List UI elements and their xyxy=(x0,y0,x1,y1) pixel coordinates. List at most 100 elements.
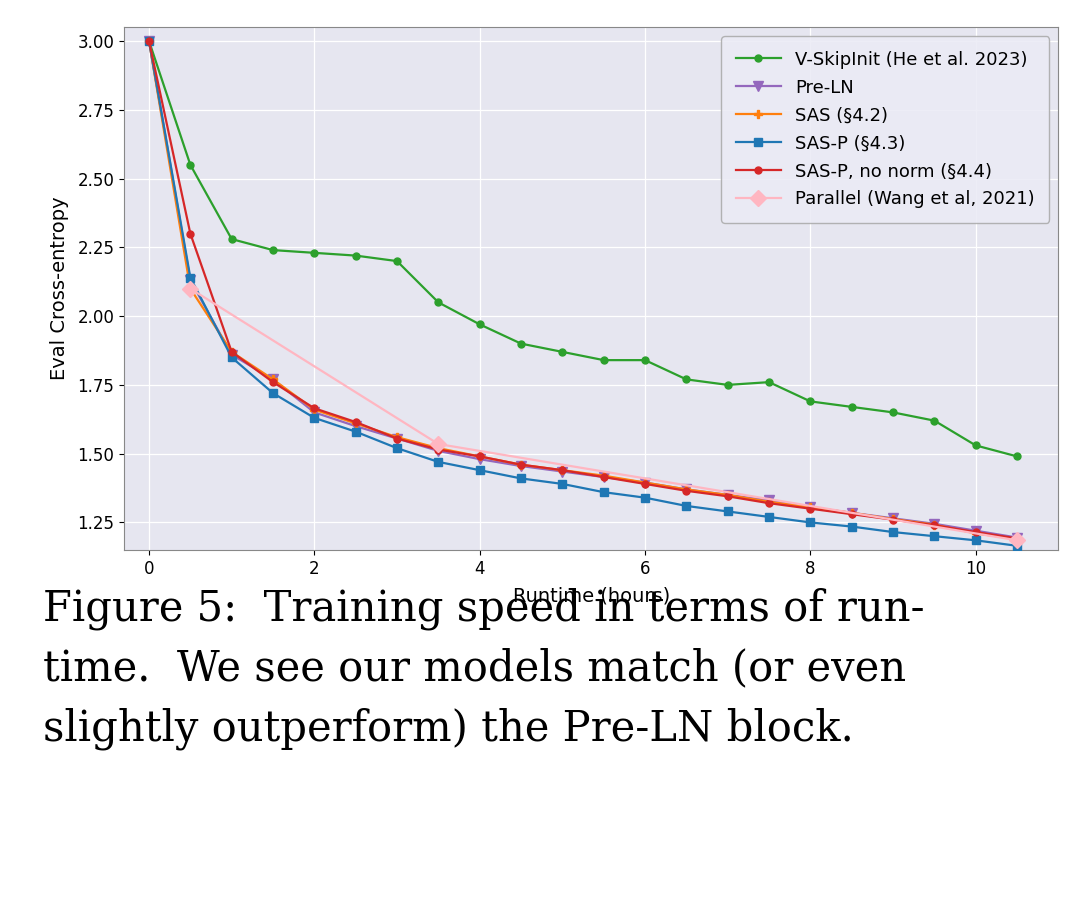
SAS-P, no norm (§4.4) xyxy=(846,509,859,520)
SAS-P, no norm (§4.4) xyxy=(721,491,734,502)
SAS-P (§4.3) xyxy=(349,426,362,437)
SAS-P (§4.3) xyxy=(887,526,900,537)
Line: SAS (§4.2): SAS (§4.2) xyxy=(145,37,1022,543)
SAS (§4.2) xyxy=(143,35,156,46)
SAS-P (§4.3) xyxy=(514,473,527,484)
SAS-P (§4.3) xyxy=(721,506,734,517)
SAS-P, no norm (§4.4) xyxy=(391,433,404,444)
SAS (§4.2) xyxy=(928,519,941,530)
SAS-P (§4.3) xyxy=(1011,540,1024,551)
SAS-P (§4.3) xyxy=(928,531,941,542)
V-SkipInit (He et al. 2023) xyxy=(804,396,816,407)
Line: Parallel (Wang et al, 2021): Parallel (Wang et al, 2021) xyxy=(185,283,1023,546)
SAS (§4.2) xyxy=(887,514,900,524)
SAS-P, no norm (§4.4) xyxy=(267,376,280,387)
SAS (§4.2) xyxy=(308,405,321,415)
SAS (§4.2) xyxy=(638,477,651,488)
V-SkipInit (He et al. 2023) xyxy=(349,250,362,261)
SAS (§4.2) xyxy=(391,432,404,443)
SAS-P (§4.3) xyxy=(680,501,693,512)
SAS-P, no norm (§4.4) xyxy=(473,451,486,462)
Pre-LN xyxy=(556,466,569,477)
Line: Pre-LN: Pre-LN xyxy=(144,36,1022,543)
Pre-LN xyxy=(762,495,775,506)
Line: SAS-P (§4.3): SAS-P (§4.3) xyxy=(145,37,1022,550)
SAS-P, no norm (§4.4) xyxy=(432,445,445,455)
SAS (§4.2) xyxy=(556,464,569,475)
SAS-P (§4.3) xyxy=(391,443,404,454)
SAS-P (§4.3) xyxy=(969,534,982,545)
V-SkipInit (He et al. 2023) xyxy=(969,440,982,451)
SAS (§4.2) xyxy=(267,374,280,385)
Pre-LN xyxy=(349,421,362,432)
V-SkipInit (He et al. 2023) xyxy=(556,346,569,357)
V-SkipInit (He et al. 2023) xyxy=(514,338,527,349)
Pre-LN xyxy=(721,489,734,500)
Pre-LN xyxy=(184,275,197,285)
V-SkipInit (He et al. 2023) xyxy=(597,355,610,365)
SAS-P (§4.3) xyxy=(762,512,775,523)
SAS-P (§4.3) xyxy=(226,352,239,363)
SAS (§4.2) xyxy=(514,459,527,470)
SAS-P, no norm (§4.4) xyxy=(514,459,527,470)
SAS-P, no norm (§4.4) xyxy=(143,35,156,46)
V-SkipInit (He et al. 2023) xyxy=(391,255,404,266)
V-SkipInit (He et al. 2023) xyxy=(267,245,280,255)
Pre-LN xyxy=(846,507,859,518)
SAS (§4.2) xyxy=(349,418,362,429)
SAS (§4.2) xyxy=(473,451,486,462)
V-SkipInit (He et al. 2023) xyxy=(721,379,734,390)
Text: Figure 5:  Training speed in terms of run-
time.  We see our models match (or ev: Figure 5: Training speed in terms of run… xyxy=(43,587,924,750)
Legend: V-SkipInit (He et al. 2023), Pre-LN, SAS (§4.2), SAS-P (§4.3), SAS-P, no norm (§: V-SkipInit (He et al. 2023), Pre-LN, SAS… xyxy=(721,36,1050,223)
Pre-LN xyxy=(432,445,445,456)
Pre-LN xyxy=(226,349,239,360)
SAS-P (§4.3) xyxy=(597,486,610,497)
SAS (§4.2) xyxy=(721,489,734,500)
SAS-P (§4.3) xyxy=(308,413,321,424)
SAS-P, no norm (§4.4) xyxy=(887,514,900,525)
SAS-P, no norm (§4.4) xyxy=(969,526,982,537)
SAS-P (§4.3) xyxy=(804,517,816,528)
Pre-LN xyxy=(638,477,651,488)
Parallel (Wang et al, 2021) xyxy=(1011,534,1024,545)
Pre-LN xyxy=(143,35,156,46)
V-SkipInit (He et al. 2023) xyxy=(308,247,321,258)
V-SkipInit (He et al. 2023) xyxy=(432,297,445,308)
SAS-P (§4.3) xyxy=(473,464,486,475)
SAS-P, no norm (§4.4) xyxy=(556,464,569,475)
SAS (§4.2) xyxy=(1011,534,1024,544)
V-SkipInit (He et al. 2023) xyxy=(1011,451,1024,462)
V-SkipInit (He et al. 2023) xyxy=(638,355,651,365)
SAS-P, no norm (§4.4) xyxy=(226,346,239,357)
Pre-LN xyxy=(804,502,816,513)
Pre-LN xyxy=(969,525,982,536)
SAS (§4.2) xyxy=(762,496,775,507)
SAS-P (§4.3) xyxy=(638,493,651,504)
V-SkipInit (He et al. 2023) xyxy=(143,35,156,46)
Pre-LN xyxy=(887,513,900,524)
Line: V-SkipInit (He et al. 2023): V-SkipInit (He et al. 2023) xyxy=(146,37,1021,460)
V-SkipInit (He et al. 2023) xyxy=(928,415,941,426)
SAS-P, no norm (§4.4) xyxy=(638,478,651,489)
SAS (§4.2) xyxy=(846,507,859,518)
SAS-P (§4.3) xyxy=(556,478,569,489)
X-axis label: Runtime (hours): Runtime (hours) xyxy=(513,586,670,605)
SAS (§4.2) xyxy=(680,484,693,494)
V-SkipInit (He et al. 2023) xyxy=(887,407,900,418)
SAS-P, no norm (§4.4) xyxy=(804,504,816,514)
Pre-LN xyxy=(680,484,693,494)
SAS-P, no norm (§4.4) xyxy=(349,416,362,427)
Y-axis label: Eval Cross-entropy: Eval Cross-entropy xyxy=(50,196,69,381)
SAS (§4.2) xyxy=(804,502,816,513)
SAS (§4.2) xyxy=(969,528,982,539)
Pre-LN xyxy=(514,461,527,472)
SAS (§4.2) xyxy=(432,443,445,454)
V-SkipInit (He et al. 2023) xyxy=(762,376,775,387)
SAS (§4.2) xyxy=(597,470,610,481)
SAS (§4.2) xyxy=(184,284,197,295)
SAS-P, no norm (§4.4) xyxy=(928,520,941,531)
Pre-LN xyxy=(597,472,610,483)
Pre-LN xyxy=(1011,532,1024,543)
SAS-P (§4.3) xyxy=(846,521,859,532)
SAS-P, no norm (§4.4) xyxy=(762,498,775,509)
